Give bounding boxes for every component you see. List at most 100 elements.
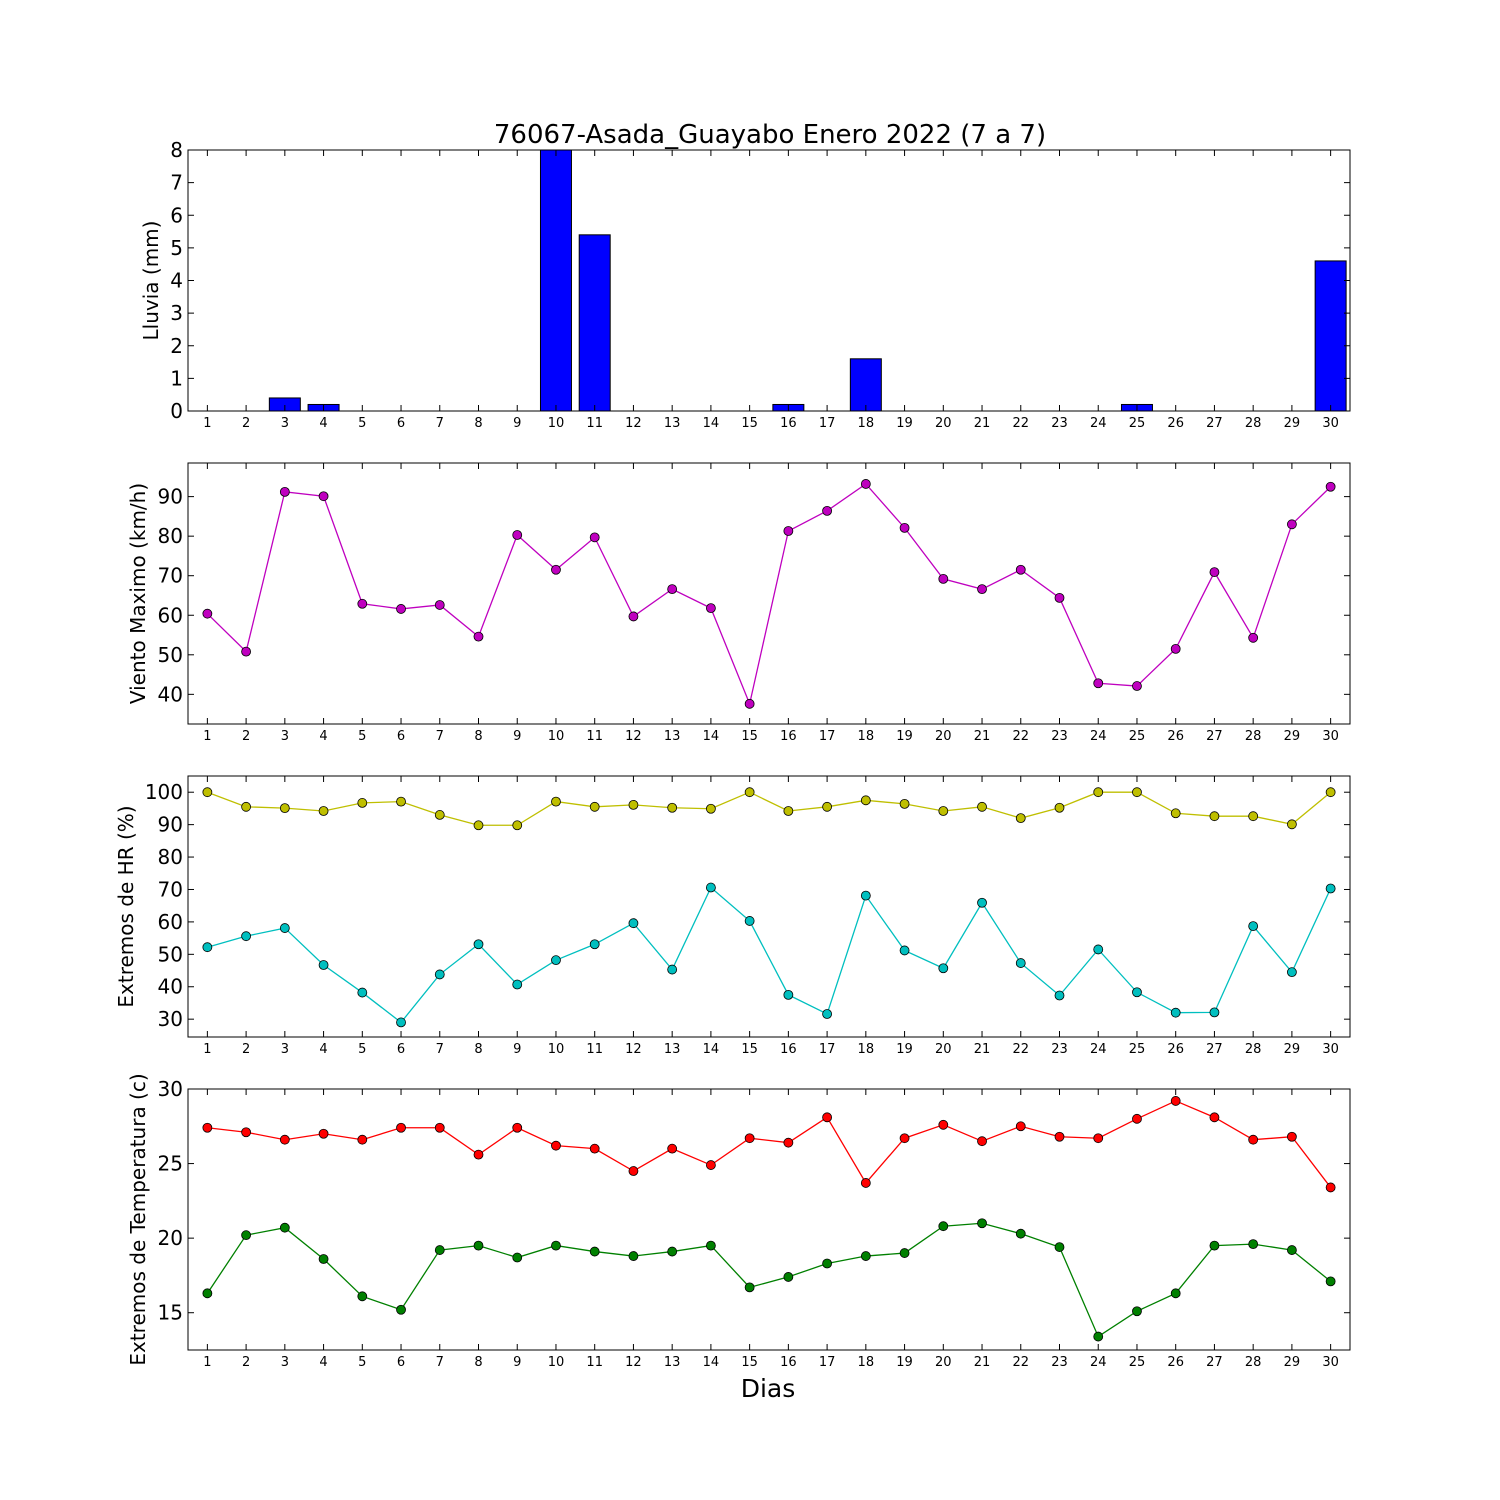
data-point-s0-day-2 xyxy=(241,801,252,812)
x-tick-label: 15 xyxy=(741,1355,758,1370)
data-point-s0-day-4 xyxy=(318,1128,329,1139)
data-point-s0-day-11 xyxy=(589,1143,600,1154)
x-tick-label: 26 xyxy=(1167,416,1184,431)
data-point-s1-day-23 xyxy=(1054,1242,1065,1252)
series-line-1 xyxy=(207,886,1332,1024)
x-tick-label: 26 xyxy=(1167,729,1184,744)
x-tick-label: 9 xyxy=(513,729,521,744)
x-tick-label: 1 xyxy=(203,1355,211,1370)
data-point-s0-day-9 xyxy=(512,530,523,540)
data-point-s0-day-18 xyxy=(860,1178,871,1188)
data-point-s1-day-3 xyxy=(279,923,290,933)
x-tick-label: 6 xyxy=(397,1042,405,1057)
x-tick-label: 13 xyxy=(664,416,681,431)
y-axis-label: Viento Maximo (km/h) xyxy=(126,483,150,704)
rain-bar-day-30 xyxy=(1314,260,1347,412)
data-point-s1-day-26 xyxy=(1170,1288,1181,1299)
x-tick-label: 14 xyxy=(703,416,720,431)
data-point-s0-day-13 xyxy=(667,802,678,813)
x-tick-label: 29 xyxy=(1284,416,1301,431)
y-axis-label: Extremos de HR (%) xyxy=(114,805,138,1007)
data-point-s0-day-10 xyxy=(551,564,561,575)
data-point-s1-day-20 xyxy=(938,963,949,974)
y-tick-label: 0 xyxy=(170,399,183,423)
y-tick-label: 70 xyxy=(158,877,183,901)
data-point-s0-day-24 xyxy=(1093,1133,1104,1144)
x-tick-label: 27 xyxy=(1206,729,1223,744)
data-point-s1-day-4 xyxy=(318,960,329,970)
data-point-s0-day-2 xyxy=(241,1127,252,1138)
x-tick-label: 9 xyxy=(513,416,521,431)
data-point-s0-day-24 xyxy=(1093,787,1104,798)
x-tick-label: 26 xyxy=(1167,1355,1184,1370)
data-point-s1-day-28 xyxy=(1248,921,1259,932)
data-point-s1-day-28 xyxy=(1248,1239,1259,1250)
data-point-s0-day-15 xyxy=(744,787,755,798)
x-tick-label: 15 xyxy=(741,1042,758,1057)
x-tick-label: 27 xyxy=(1206,1355,1223,1370)
x-tick-label: 29 xyxy=(1284,1355,1301,1370)
data-point-s0-day-27 xyxy=(1209,567,1220,578)
data-point-s0-day-20 xyxy=(938,1119,949,1130)
data-point-s1-day-25 xyxy=(1132,987,1142,998)
x-tick-label: 11 xyxy=(586,1355,603,1370)
data-point-s0-day-5 xyxy=(357,1134,368,1145)
data-point-s0-day-9 xyxy=(512,1122,523,1133)
x-tick-label: 26 xyxy=(1167,1042,1184,1057)
data-point-s0-day-29 xyxy=(1287,819,1297,830)
x-tick-label: 30 xyxy=(1322,1355,1339,1370)
data-point-s1-day-10 xyxy=(551,955,561,966)
x-tick-label: 8 xyxy=(474,416,482,431)
x-tick-label: 24 xyxy=(1090,1042,1107,1057)
data-point-s0-day-25 xyxy=(1132,787,1142,798)
x-tick-label: 25 xyxy=(1129,1355,1146,1370)
x-tick-label: 13 xyxy=(664,729,681,744)
y-tick-label: 50 xyxy=(158,643,183,667)
x-tick-label: 6 xyxy=(397,416,405,431)
x-tick-label: 24 xyxy=(1090,1355,1107,1370)
data-point-s0-day-28 xyxy=(1248,632,1259,643)
x-tick-label: 8 xyxy=(474,729,482,744)
x-tick-label: 23 xyxy=(1051,416,1068,431)
rain-bar-day-10 xyxy=(539,149,572,412)
y-axis-label: Extremos de Temperatura (c) xyxy=(126,1073,150,1365)
x-tick-label: 3 xyxy=(281,1355,289,1370)
data-point-s0-day-26 xyxy=(1170,808,1181,819)
data-point-s1-day-8 xyxy=(473,1240,484,1251)
data-point-s0-day-18 xyxy=(860,795,871,806)
data-point-s0-day-23 xyxy=(1054,802,1065,813)
data-point-s0-day-24 xyxy=(1093,678,1104,689)
x-tick-label: 28 xyxy=(1245,416,1262,431)
x-tick-label: 23 xyxy=(1051,729,1068,744)
data-point-s0-day-22 xyxy=(1015,1121,1026,1132)
x-tick-label: 15 xyxy=(741,416,758,431)
data-point-s1-day-21 xyxy=(977,897,987,908)
data-point-s0-day-28 xyxy=(1248,1134,1259,1145)
y-tick-label: 40 xyxy=(158,975,183,999)
x-tick-label: 19 xyxy=(896,416,913,431)
data-point-s0-day-8 xyxy=(473,820,484,831)
data-point-s1-day-8 xyxy=(473,939,484,950)
x-tick-label: 14 xyxy=(703,1042,720,1057)
data-point-s1-day-23 xyxy=(1054,990,1065,1001)
data-point-s1-day-27 xyxy=(1209,1240,1220,1251)
data-point-s1-day-24 xyxy=(1093,1331,1104,1342)
x-tick-label: 18 xyxy=(858,1355,875,1370)
x-tick-label: 20 xyxy=(935,729,952,744)
x-tick-label: 24 xyxy=(1090,416,1107,431)
x-tick-label: 20 xyxy=(935,1355,952,1370)
x-tick-label: 10 xyxy=(548,1355,565,1370)
x-tick-label: 12 xyxy=(625,1355,642,1370)
y-tick-label: 6 xyxy=(170,203,183,227)
y-tick-label: 50 xyxy=(158,942,183,966)
x-tick-label: 8 xyxy=(474,1042,482,1057)
x-tick-label: 7 xyxy=(436,1355,444,1370)
data-point-s1-day-16 xyxy=(783,989,794,1000)
x-tick-label: 21 xyxy=(974,1355,991,1370)
data-point-s1-day-7 xyxy=(434,969,445,980)
x-tick-label: 5 xyxy=(358,416,366,431)
data-point-s1-day-9 xyxy=(512,979,523,990)
y-tick-label: 80 xyxy=(158,524,183,548)
